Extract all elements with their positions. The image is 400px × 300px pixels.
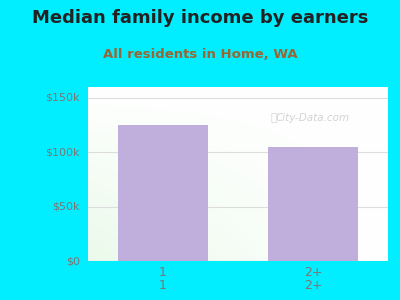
Text: $0: $0 [66, 256, 80, 266]
Text: 1: 1 [159, 279, 167, 292]
Text: ⓘ: ⓘ [271, 113, 277, 123]
Text: All residents in Home, WA: All residents in Home, WA [103, 48, 297, 61]
Text: $150k: $150k [46, 93, 80, 103]
Text: City-Data.com: City-Data.com [276, 113, 350, 123]
Bar [268, 147, 358, 261]
Text: 2+: 2+ [304, 279, 322, 292]
Bar [118, 125, 208, 261]
Text: $100k: $100k [46, 147, 80, 157]
Text: Median family income by earners: Median family income by earners [32, 9, 368, 27]
Text: $50k: $50k [52, 202, 80, 212]
